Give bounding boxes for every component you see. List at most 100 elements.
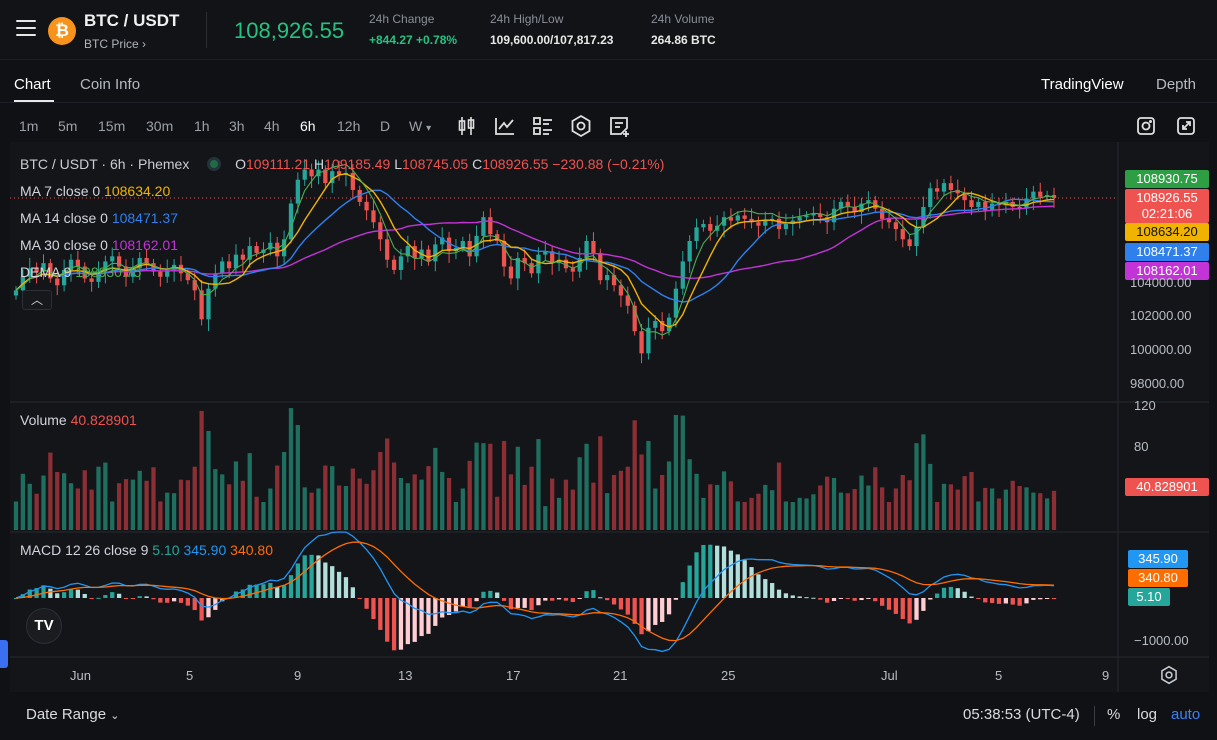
volume-bar <box>103 462 108 530</box>
eye-icon[interactable] <box>207 157 222 171</box>
volume-bar <box>756 493 761 530</box>
timeframe-15m[interactable]: 15m <box>98 118 126 134</box>
volume-bar <box>371 470 376 530</box>
macd-histogram-bar <box>756 574 761 598</box>
macd-histogram-bar <box>103 595 108 598</box>
screenshot-icon[interactable] <box>1134 114 1158 138</box>
macd-line-value: 345.90 <box>183 542 227 558</box>
axis-settings-icon[interactable] <box>1159 665 1179 685</box>
macd-histogram-bar <box>653 598 658 625</box>
legend-ma7[interactable]: MA 7 close 0 108634.20 <box>20 183 170 199</box>
settings-icon[interactable] <box>569 114 593 138</box>
candle-body <box>1017 206 1022 209</box>
notes-icon[interactable] <box>607 114 631 138</box>
stat-24h-volume: 24h Volume 264.86 BTC <box>651 12 716 47</box>
expand-panel-handle[interactable] <box>0 640 8 668</box>
tab-depth[interactable]: Depth <box>1156 76 1197 93</box>
candle-body <box>556 259 562 264</box>
candle-body <box>522 258 527 264</box>
volume-bar <box>563 479 569 530</box>
chart-area[interactable]: BTC / USDT · 6h · Phemex O109111.21 H109… <box>10 142 1209 692</box>
volume-bar <box>976 501 981 530</box>
volume-bar <box>20 473 26 530</box>
timeframe-w[interactable]: W ▾ <box>409 118 432 134</box>
candle-body <box>893 222 899 230</box>
candle-body <box>247 246 252 260</box>
macd-histogram-bar <box>797 596 802 598</box>
tab-tradingview[interactable]: TradingView <box>1041 76 1124 93</box>
candle-body <box>976 201 981 207</box>
legend-dema[interactable]: DEMA 9 108930.75 <box>20 264 141 280</box>
date-range-button[interactable]: Date Range ⌄ <box>26 706 120 723</box>
volume-bar <box>776 462 782 530</box>
timeframe-30m[interactable]: 30m <box>146 118 174 134</box>
price-axis-label: 100000.00 <box>1130 342 1192 357</box>
macd-hist-tag: 5.10 <box>1128 588 1170 606</box>
volume-bar <box>440 471 445 530</box>
templates-icon[interactable] <box>531 114 555 138</box>
candle-body <box>735 215 740 221</box>
volume-bar <box>584 443 589 530</box>
volume-bar <box>226 484 232 530</box>
candle-body <box>797 217 802 221</box>
volume-bar <box>763 484 768 530</box>
volume-bar <box>783 501 789 530</box>
macd-histogram-bar <box>350 587 355 598</box>
macd-histogram-bar <box>41 585 46 598</box>
candle-body <box>1051 195 1057 198</box>
legend-macd[interactable]: MACD 12 26 close 9 5.10 345.90 340.80 <box>20 542 273 558</box>
macd-histogram-bar <box>268 582 273 598</box>
legend-ma14[interactable]: MA 14 close 0 108471.37 <box>20 210 178 226</box>
candle-type-icon[interactable] <box>455 114 479 138</box>
chart-canvas[interactable] <box>10 142 1209 692</box>
timeframe-d[interactable]: D <box>380 118 391 134</box>
collapse-legend-button[interactable]: ︿ <box>22 290 52 310</box>
macd-histogram-bar <box>935 593 940 598</box>
candle-body <box>550 251 555 264</box>
volume-bar <box>941 483 947 530</box>
btc-price-link[interactable]: BTC Price › <box>84 37 147 51</box>
timeframe-12h[interactable]: 12h <box>337 118 361 134</box>
macd-histogram-bar <box>508 598 514 610</box>
timeframe-3h[interactable]: 3h <box>229 118 245 134</box>
volume-bar <box>1044 498 1050 530</box>
percent-scale-button[interactable]: % <box>1107 706 1121 723</box>
date-axis-label: 5 <box>995 668 1003 683</box>
macd-histogram-bar <box>660 598 665 622</box>
candle-body <box>336 171 342 175</box>
timeframe-1h[interactable]: 1h <box>194 118 210 134</box>
candle-body <box>873 200 878 209</box>
tradingview-logo[interactable]: TV <box>26 608 62 644</box>
volume-bar <box>130 479 135 530</box>
legend-ma30[interactable]: MA 30 close 0 108162.01 <box>20 237 178 253</box>
timeframe-5m[interactable]: 5m <box>58 118 78 134</box>
tab-chart[interactable]: Chart <box>14 76 51 93</box>
volume-bar <box>1003 489 1009 530</box>
candle-body <box>488 217 493 235</box>
volume-bar <box>639 454 644 530</box>
timeframe-4h[interactable]: 4h <box>264 118 280 134</box>
macd-histogram-bar <box>123 598 129 599</box>
macd-histogram-bar <box>1044 598 1050 599</box>
pair-title[interactable]: BTC / USDT <box>84 11 180 30</box>
macd-histogram-bar <box>481 591 486 598</box>
macd-histogram-bar <box>825 598 830 603</box>
fullscreen-icon[interactable] <box>1174 114 1198 138</box>
dema-line <box>15 164 1055 336</box>
macd-histogram-bar <box>302 555 307 598</box>
log-scale-button[interactable]: log <box>1137 706 1158 723</box>
candle-body <box>501 241 507 267</box>
timeframe-6h[interactable]: 6h <box>300 118 316 134</box>
candle-body <box>907 239 912 247</box>
timeframe-1m[interactable]: 1m <box>19 118 39 134</box>
indicators-icon[interactable] <box>493 114 517 138</box>
tab-coin-info[interactable]: Coin Info <box>80 76 141 93</box>
macd-histogram-bar <box>165 598 170 603</box>
auto-scale-button[interactable]: auto <box>1171 706 1201 723</box>
menu-icon[interactable] <box>16 20 36 36</box>
legend-volume[interactable]: Volume 40.828901 <box>20 412 137 428</box>
macd-histogram-bar <box>611 598 617 605</box>
candle-body <box>605 275 610 281</box>
macd-histogram-bar <box>330 566 335 598</box>
volume-bar <box>680 415 685 530</box>
